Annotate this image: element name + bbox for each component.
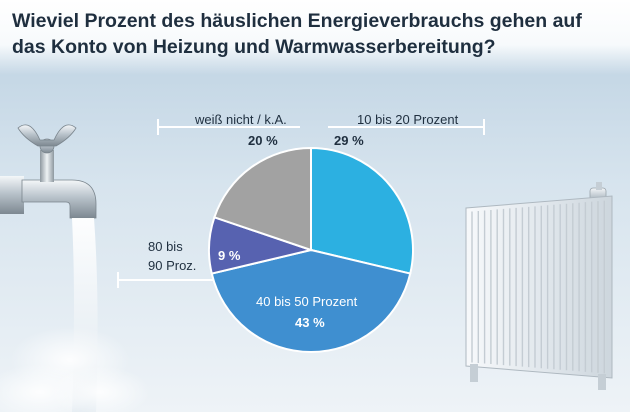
label-80-bis-90: 80 bis 90 Proz. 9 % [117,239,241,288]
pie-slice-1 [210,248,412,353]
chart-title: Wieviel Prozent des häuslichen Energieve… [12,10,582,58]
label-text-weiss-nicht: weiß nicht / k.A. [194,112,287,127]
label-text-80-bis-90-line1: 80 bis [148,239,183,254]
label-weiss-nicht: weiß nicht / k.A. 20 % [157,112,300,148]
label-40-bis-50: 40 bis 50 Prozent 43 % [256,294,358,330]
radiator-icon [465,182,613,390]
label-text-10-bis-20: 10 bis 20 Prozent [357,112,459,127]
pie-slice-0 [310,146,414,275]
title-banner [0,0,630,75]
label-text-40-bis-50: 40 bis 50 Prozent [256,294,358,309]
water-tap-icon [0,124,150,412]
value-label-80-bis-90: 9 % [218,248,241,263]
value-label-40-bis-50: 43 % [295,315,325,330]
pie-chart [208,146,414,353]
value-label-10-bis-20: 29 % [334,133,364,148]
value-label-weiss-nicht: 20 % [248,133,278,148]
label-10-bis-20: 10 bis 20 Prozent 29 % [328,112,485,148]
label-text-80-bis-90-line2: 90 Proz. [148,258,196,273]
pie-slice-3 [213,146,312,252]
